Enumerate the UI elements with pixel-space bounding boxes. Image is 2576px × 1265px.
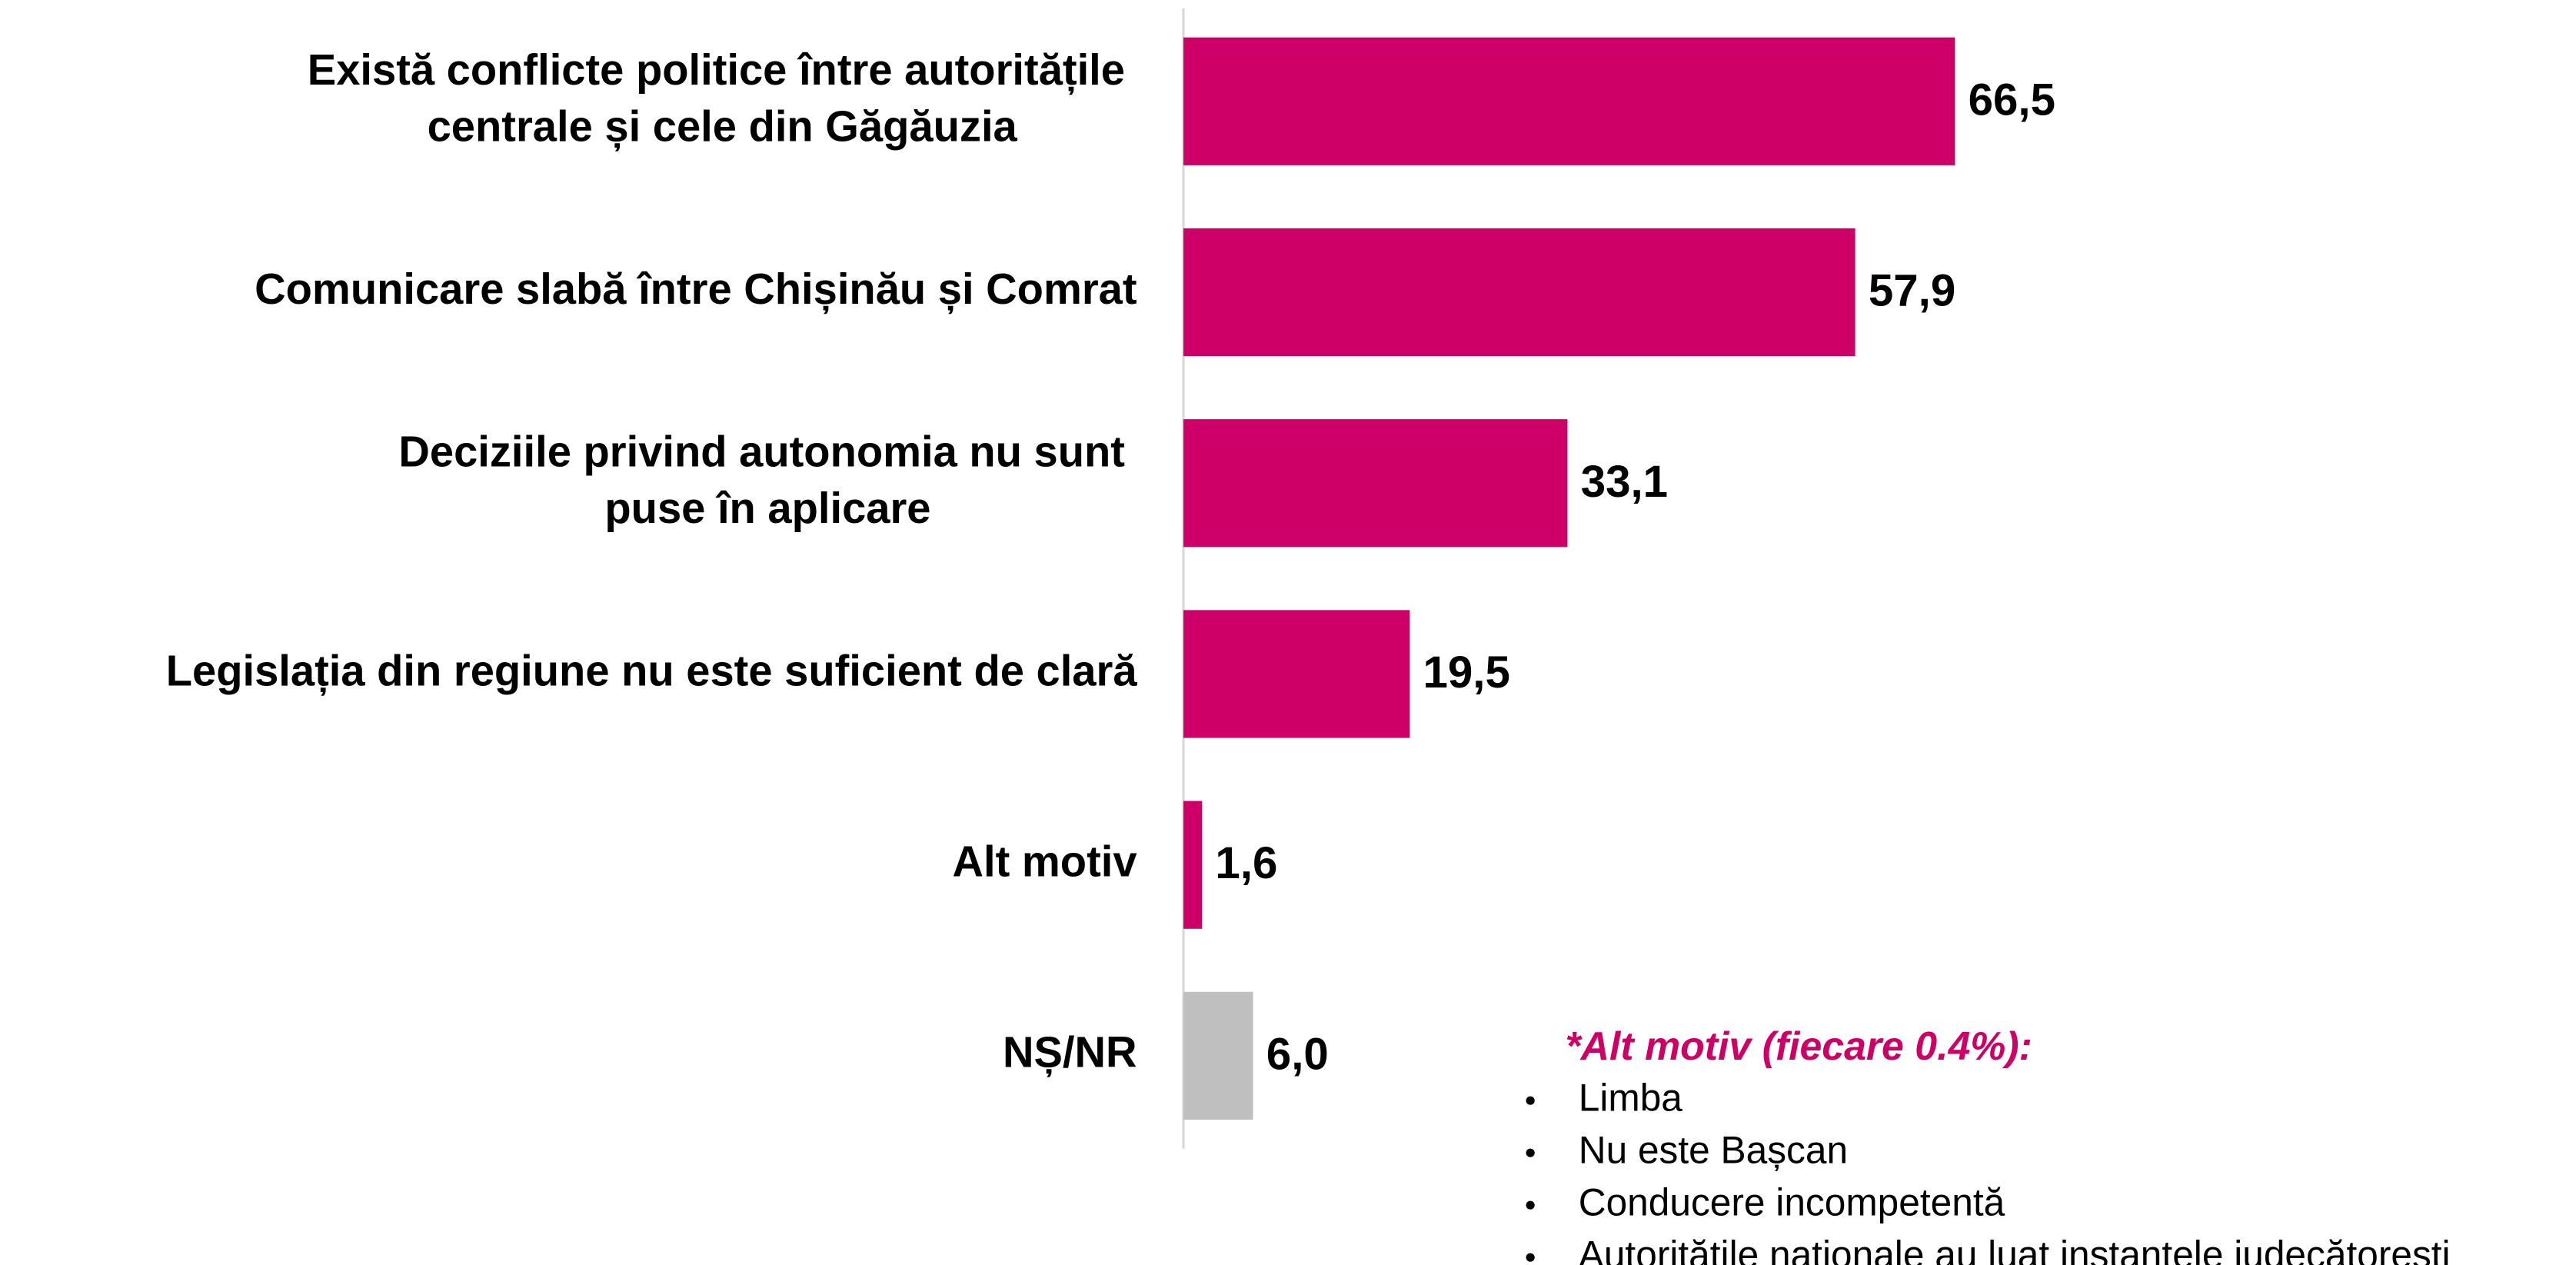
category-label: Alt motiv <box>953 837 1137 886</box>
annotation-item: Conducere incompetentă <box>1579 1180 2005 1223</box>
bullet <box>1526 1200 1535 1210</box>
value-label: 1,6 <box>1215 838 1277 888</box>
value-label: 66,5 <box>1969 75 2055 125</box>
category-label: NȘ/NR <box>1003 1028 1137 1077</box>
category-label: Legislația din regiune nu este suficient… <box>166 646 1138 695</box>
bar <box>1183 801 1203 929</box>
bullet <box>1526 1253 1535 1262</box>
bullet <box>1526 1096 1535 1105</box>
category-label: Comunicare slabă între Chișinău și Comra… <box>255 265 1137 314</box>
annotation-item: Nu este Bașcan <box>1579 1128 1848 1171</box>
bar <box>1183 419 1568 548</box>
bar <box>1183 228 1855 357</box>
category-label: Există conflicte politice între autorită… <box>308 45 1137 151</box>
category-label: Deciziile privind autonomia nu sunt puse… <box>398 427 1137 531</box>
category-line: Deciziile privind autonomia nu sunt <box>398 427 1137 475</box>
value-label: 57,9 <box>1869 266 1955 316</box>
annotation-title: *Alt motiv (fiecare 0.4%): <box>1565 1024 2032 1068</box>
bar <box>1183 991 1253 1120</box>
value-label: 6,0 <box>1266 1029 1329 1079</box>
bar <box>1183 610 1410 738</box>
category-line: puse în aplicare <box>604 484 930 532</box>
value-label: 33,1 <box>1581 457 1668 507</box>
category-line: Există conflicte politice între autorită… <box>308 45 1137 95</box>
bullet <box>1526 1148 1535 1157</box>
bar <box>1183 37 1955 165</box>
annotation-item: Limba <box>1579 1076 1683 1119</box>
category-line: centrale și cele din Găgăuzia <box>428 102 1018 151</box>
value-label: 19,5 <box>1423 647 1509 697</box>
annotation-item: Autoritățile naționale au luat instanțel… <box>1579 1233 2451 1265</box>
